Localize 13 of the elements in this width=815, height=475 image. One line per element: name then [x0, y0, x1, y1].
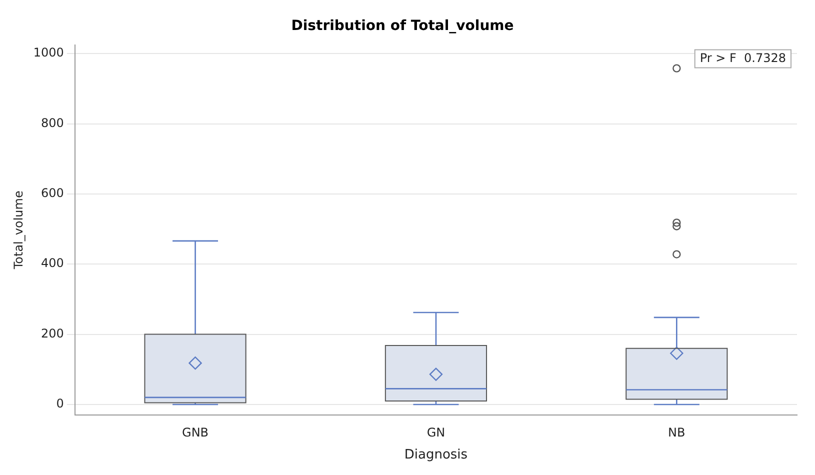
x-tick-label: NB: [668, 425, 686, 440]
y-tick-label: 1000: [33, 46, 64, 60]
annotation: Pr > F 0.7328: [700, 50, 786, 65]
y-axis-title: Total_volume: [11, 190, 26, 270]
x-axis-title: Diagnosis: [404, 448, 468, 463]
chart-title: Distribution of Total_volume: [291, 18, 514, 34]
y-tick-label: 800: [41, 116, 64, 130]
y-tick-label: 600: [41, 186, 64, 200]
y-tick-label: 200: [41, 326, 64, 340]
x-tick-label: GN: [426, 425, 446, 440]
y-tick-label: 0: [56, 396, 64, 411]
x-tick-label: GNB: [182, 425, 209, 440]
y-tick-label: 400: [41, 256, 64, 270]
